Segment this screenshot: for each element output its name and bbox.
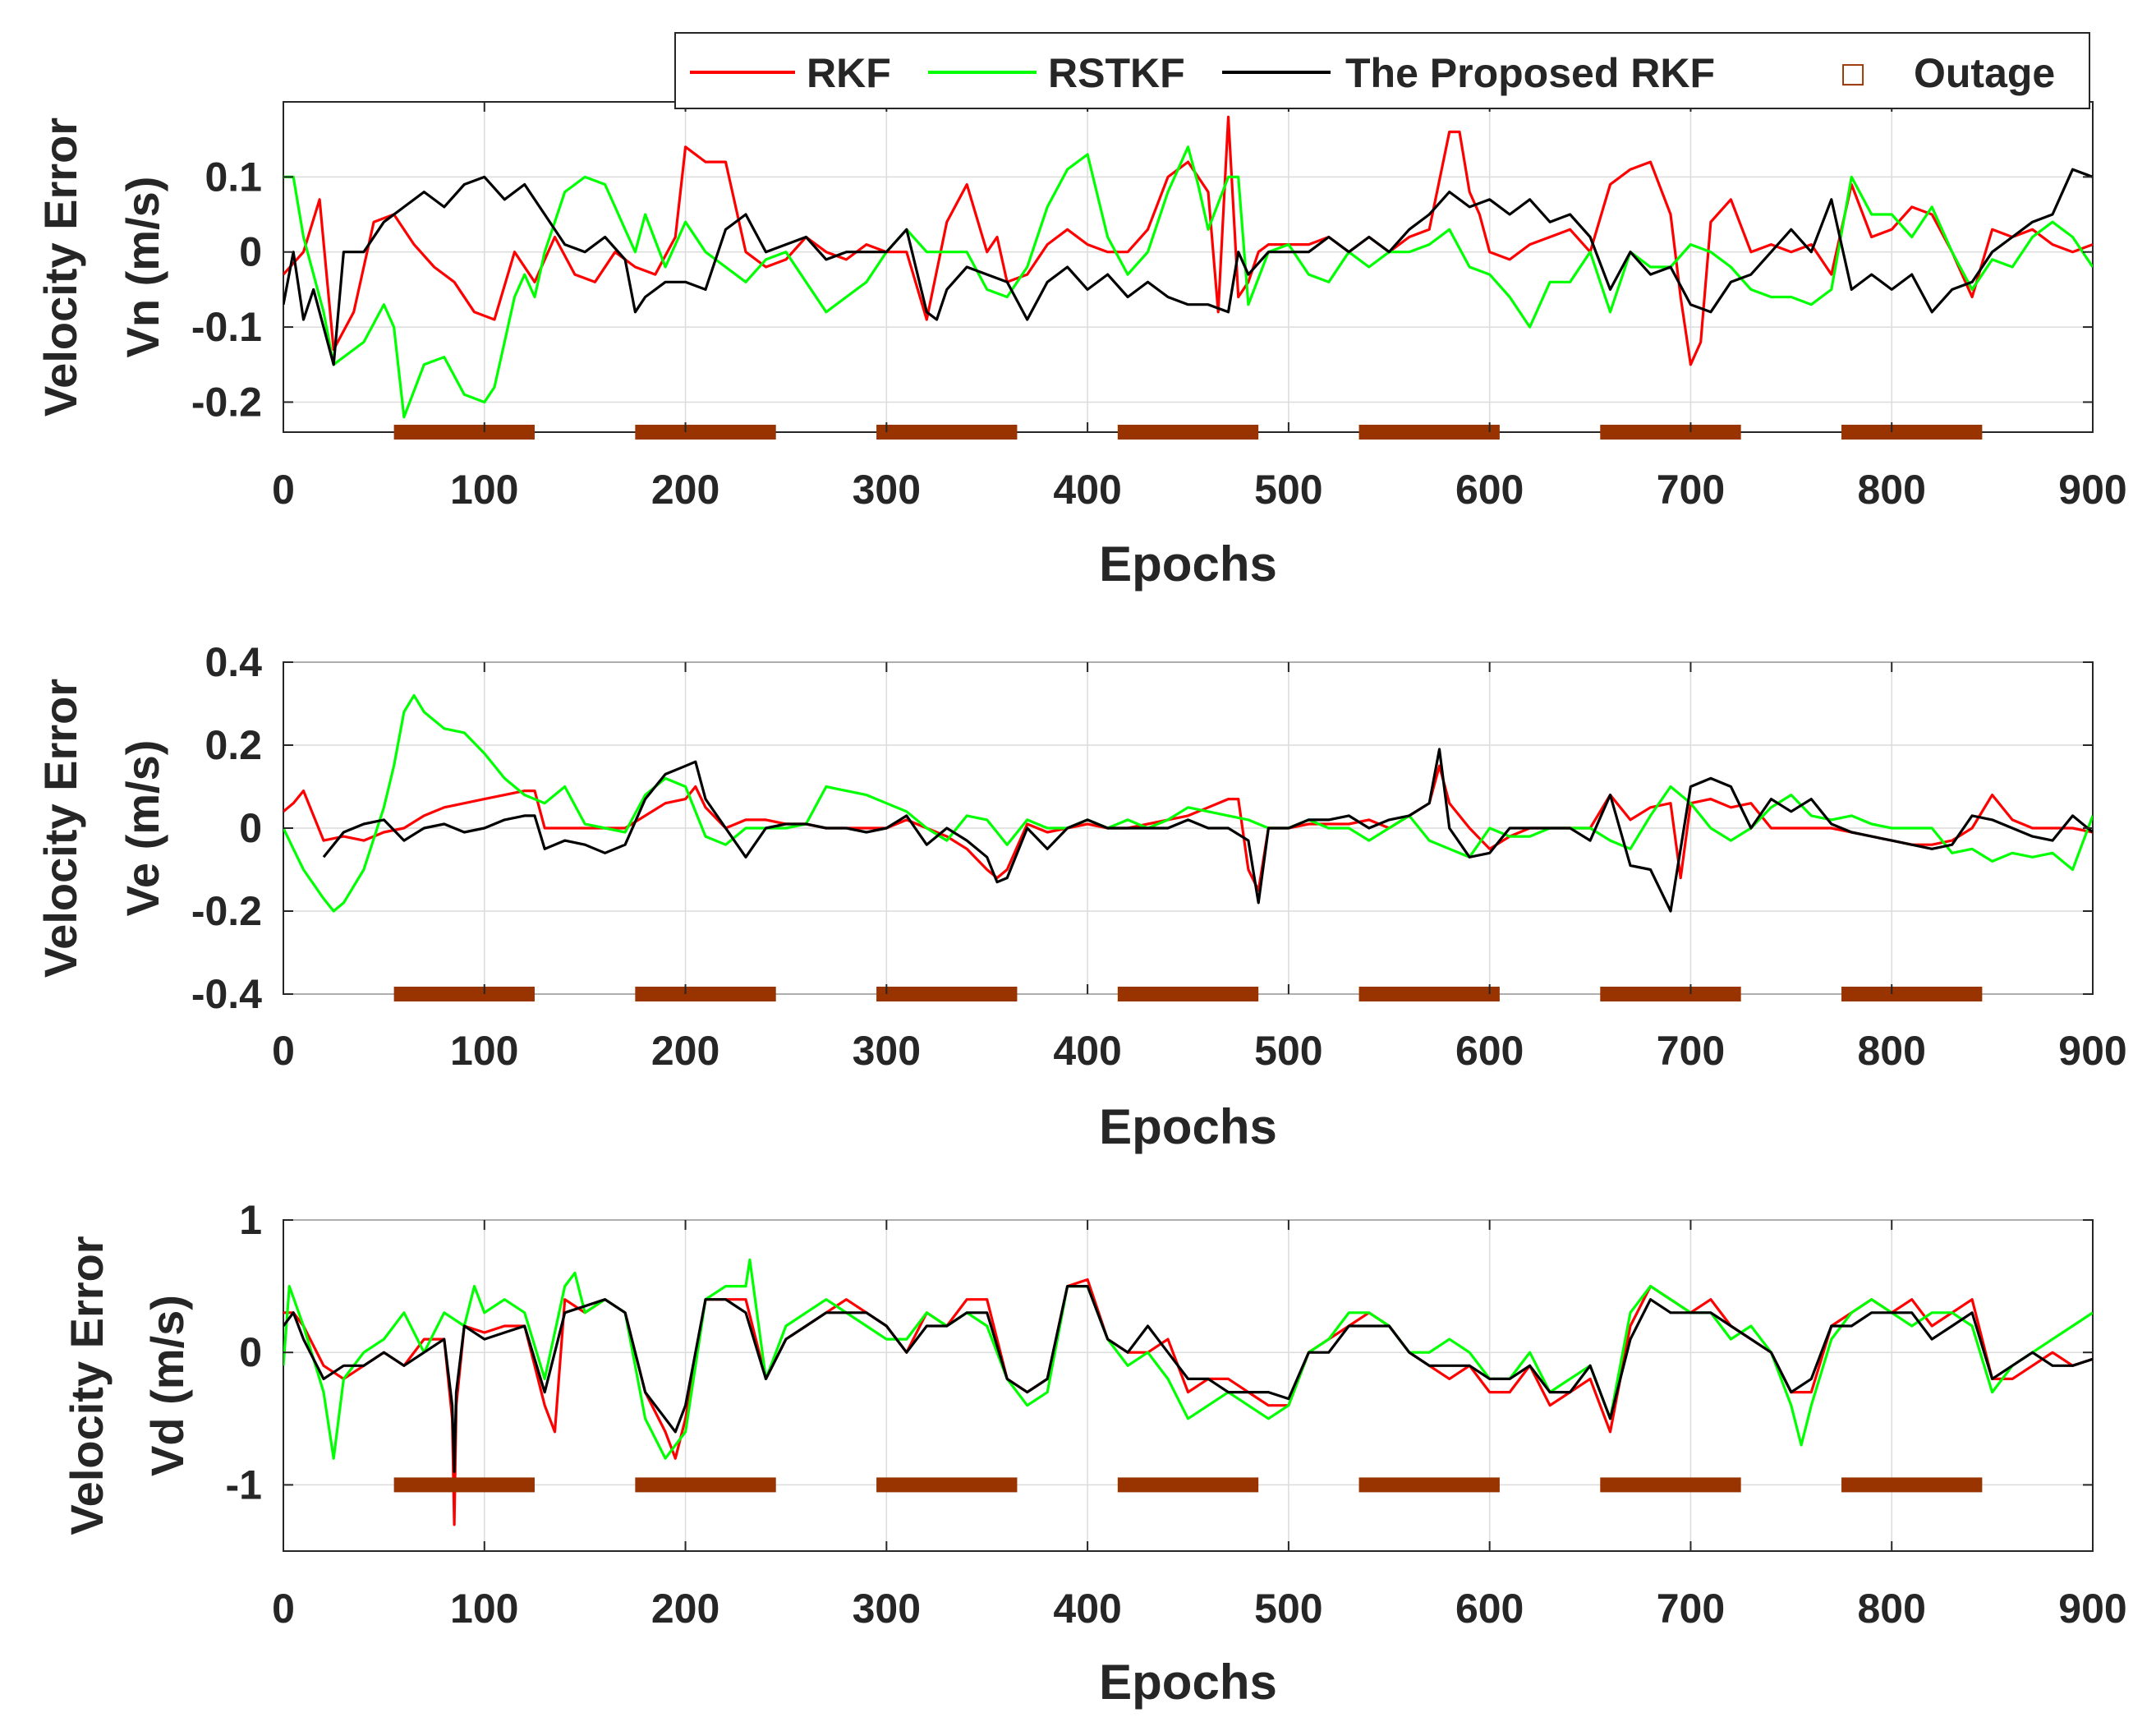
x-tick-label: 600 xyxy=(1455,467,1524,513)
x-axis-label-ve: Epochs xyxy=(1099,1099,1277,1154)
outage-bar xyxy=(1359,425,1500,440)
y-tick-label: 0 xyxy=(239,229,262,275)
x-tick-label: 300 xyxy=(853,1028,921,1074)
x-tick-label: 600 xyxy=(1455,1586,1524,1632)
x-tick-label: 400 xyxy=(1053,467,1121,513)
y-tick-label: 0 xyxy=(239,1329,262,1375)
chart-panel-vn: 0 100 200 300 400 500 600 700 800 900 -0.2 -0.1 0 0.1… xyxy=(34,102,2127,592)
x-tick-label: 800 xyxy=(1858,467,1926,513)
legend-label-proposed: The Proposed RKF xyxy=(1345,50,1715,96)
x-tick-label: 100 xyxy=(450,1586,518,1632)
x-tick-label: 700 xyxy=(1657,467,1725,513)
x-tick-label: 800 xyxy=(1858,1586,1926,1632)
y-tick-label: 0.1 xyxy=(205,154,262,200)
x-tick-label: 0 xyxy=(272,1586,295,1632)
x-tick-label: 800 xyxy=(1858,1028,1926,1074)
outage-bar xyxy=(1841,1477,1982,1492)
x-tick-label: 400 xyxy=(1053,1028,1121,1074)
outage-bar xyxy=(1118,987,1258,1001)
y-tick-label: 0.2 xyxy=(205,722,262,768)
x-tick-label: 100 xyxy=(450,467,518,513)
x-tick-label: 900 xyxy=(2058,1028,2126,1074)
outage-bar xyxy=(1359,987,1500,1001)
x-tick-label: 0 xyxy=(272,1028,295,1074)
legend-label-rstkf: RSTKF xyxy=(1048,50,1185,96)
x-tick-label: 300 xyxy=(853,1586,921,1632)
y-tick-label: 0 xyxy=(239,805,262,851)
legend-label-outage: Outage xyxy=(1914,50,2055,96)
y-tick-label: -0.2 xyxy=(191,379,262,425)
x-tick-label: 700 xyxy=(1657,1586,1725,1632)
outage-bar xyxy=(1118,425,1258,440)
outage-bar xyxy=(1600,1477,1740,1492)
outage-bar xyxy=(1359,1477,1500,1492)
outage-bar xyxy=(876,987,1017,1001)
x-tick-label: 500 xyxy=(1254,467,1322,513)
y-tick-label: -1 xyxy=(226,1462,262,1508)
outage-bar xyxy=(876,1477,1017,1492)
x-tick-label: 900 xyxy=(2058,467,2126,513)
legend-label-rkf: RKF xyxy=(807,50,891,96)
x-tick-label: 100 xyxy=(450,1028,518,1074)
y-axis-label-line2-vn: Vn (m/s) xyxy=(117,177,168,358)
outage-bar xyxy=(394,987,535,1001)
y-tick-label: -0.2 xyxy=(191,888,262,934)
plot-area-vd xyxy=(283,1220,2093,1551)
y-axis-label-line1-vd: Velocity Error xyxy=(61,1236,113,1535)
x-tick-label: 500 xyxy=(1254,1586,1322,1632)
outage-bar xyxy=(1841,987,1982,1001)
y-tick-label: 1 xyxy=(239,1197,262,1243)
outage-bar xyxy=(635,425,775,440)
x-tick-label: 600 xyxy=(1455,1028,1524,1074)
x-axis-label-vn: Epochs xyxy=(1099,536,1277,592)
outage-bar xyxy=(1600,425,1740,440)
y-tick-label: -0.1 xyxy=(191,304,262,350)
outage-bar xyxy=(635,987,775,1001)
x-tick-label: 400 xyxy=(1053,1586,1121,1632)
figure: 0 100 200 300 400 500 600 700 800 900-0.2-0.100.1… xyxy=(0,0,2156,1731)
outage-bar xyxy=(1600,987,1740,1001)
chart-panel-ve: 0 100 200 300 400 500 600 700 800 900 -0.4 -0.2 0 0.2… xyxy=(34,639,2127,1154)
x-tick-label: 300 xyxy=(853,467,921,513)
outage-bar xyxy=(1841,425,1982,440)
x-tick-label: 500 xyxy=(1254,1028,1322,1074)
x-tick-label: 200 xyxy=(651,1028,719,1074)
y-axis-label-line2-ve: Ve (m/s) xyxy=(117,740,168,917)
outage-bar xyxy=(1118,1477,1258,1492)
chart-panel-vd: 0 100 200 300 400 500 600 700 800 900-101 Epochs … xyxy=(61,1197,2127,1710)
outage-bar xyxy=(394,1477,535,1492)
x-axis-label-vd: Epochs xyxy=(1099,1655,1277,1710)
x-tick-label: 700 xyxy=(1657,1028,1725,1074)
y-tick-label: -0.4 xyxy=(191,971,262,1017)
outage-bar xyxy=(635,1477,775,1492)
outage-bar xyxy=(394,425,535,440)
y-axis-label-line2-vd: Vd (m/s) xyxy=(141,1295,193,1476)
x-tick-label: 0 xyxy=(272,467,295,513)
x-tick-label: 200 xyxy=(651,467,719,513)
outage-bar xyxy=(876,425,1017,440)
legend-swatch-outage-icon: □ xyxy=(1840,57,1866,90)
x-tick-label: 200 xyxy=(651,1586,719,1632)
y-axis-label-line1-vn: Velocity Error xyxy=(34,117,86,417)
x-tick-label: 900 xyxy=(2058,1586,2126,1632)
y-axis-label-line1-ve: Velocity Error xyxy=(34,679,86,978)
legend: RKF RSTKF The Proposed RKF □ Outage xyxy=(675,33,2089,108)
y-tick-label: 0.4 xyxy=(205,639,262,685)
